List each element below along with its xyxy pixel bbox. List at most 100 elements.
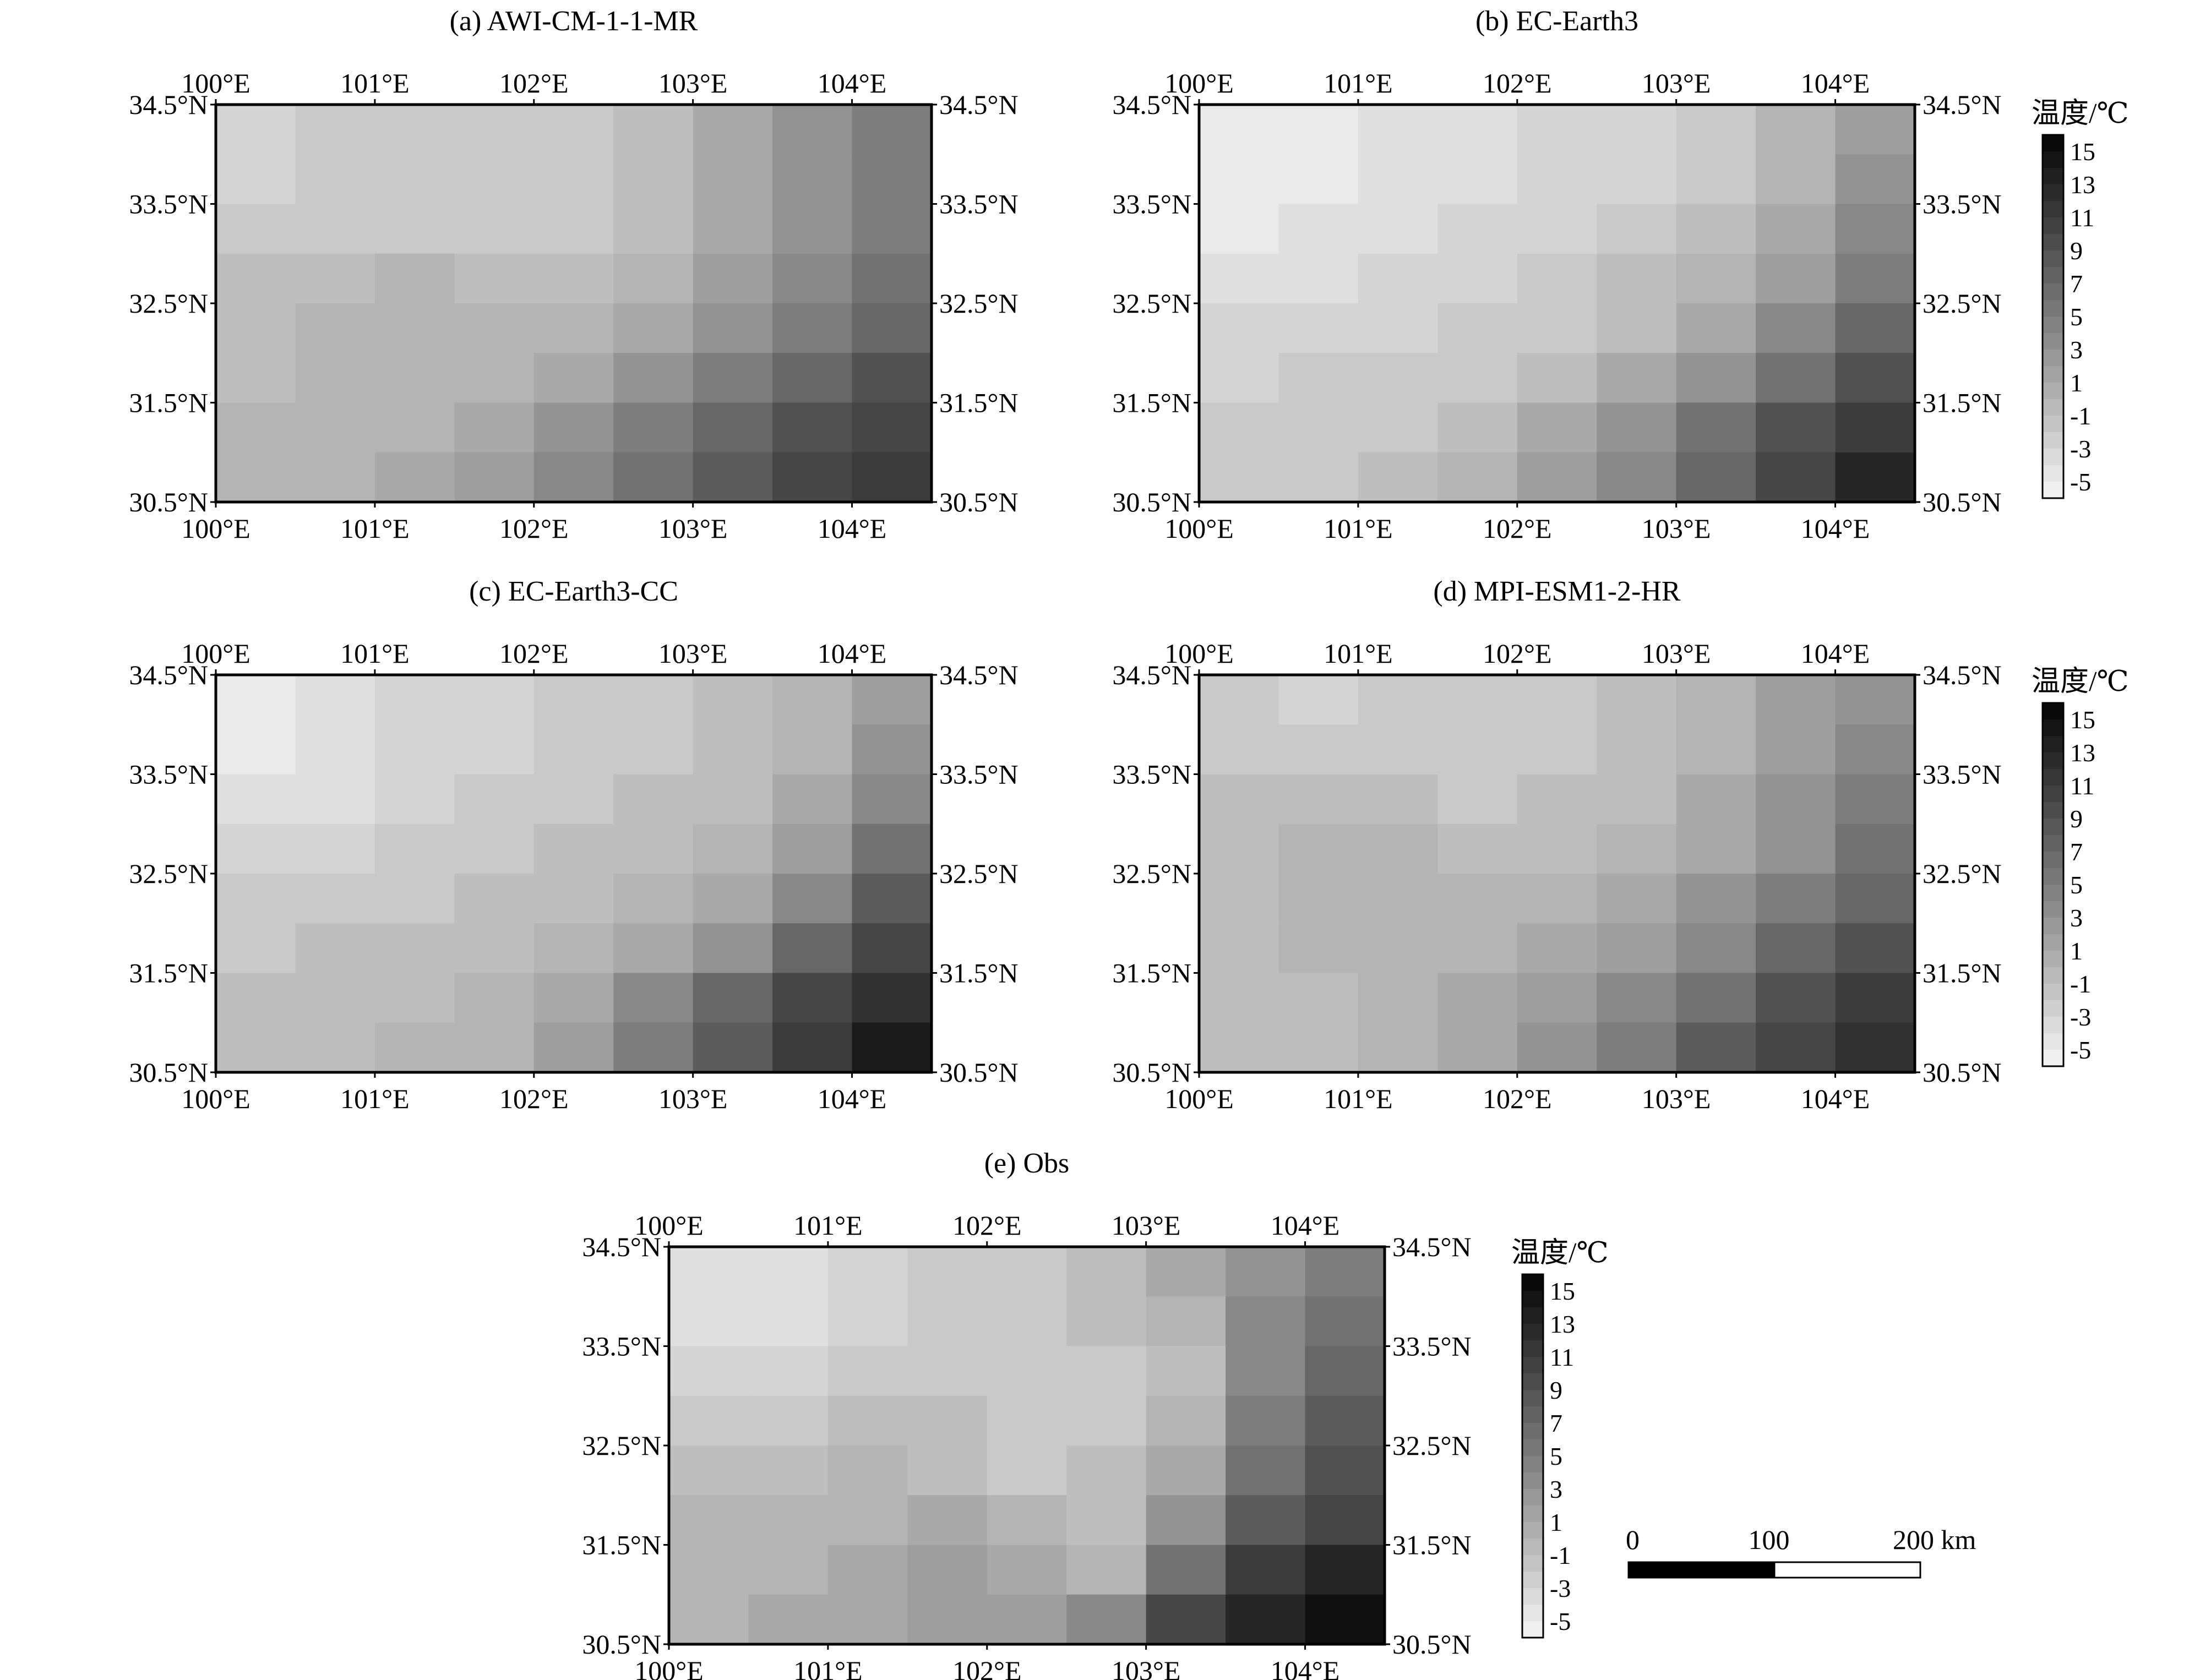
colorbar-label: 7 (2070, 838, 2083, 866)
lat-tick-label-right: 32.5°N (1923, 288, 2002, 319)
lon-tick-label-top: 100°E (634, 1210, 704, 1241)
colorbar-segment (2043, 333, 2063, 350)
lon-tick-label-bottom: 103°E (1642, 513, 1711, 544)
heatmap-cell (1146, 1446, 1226, 1496)
lon-tick-label-top: 102°E (1483, 68, 1552, 99)
lon-tick-label-top: 104°E (1801, 68, 1870, 99)
heatmap-cell (1437, 675, 1518, 725)
heatmap-cell (1835, 204, 1915, 254)
heatmap-cell (827, 1545, 908, 1595)
heatmap-cells (1199, 675, 1915, 1073)
lat-tick-label-right: 34.5°N (1392, 1231, 1472, 1262)
heatmap-cell (216, 353, 296, 403)
heatmap-cell (1756, 204, 1836, 254)
colorbar-label: 9 (2070, 237, 2083, 265)
heatmap-cell (1278, 204, 1359, 254)
heatmap-cell (613, 774, 694, 825)
heatmap-cell (1305, 1545, 1385, 1595)
lon-tick-label-top: 101°E (1324, 638, 1393, 669)
lat-tick-label-right: 33.5°N (939, 759, 1019, 790)
heatmap-cell (1517, 452, 1597, 503)
heatmap-cell (1146, 1247, 1226, 1297)
heatmap-cell (1226, 1495, 1306, 1546)
heatmap-cell (1278, 303, 1359, 353)
heatmap-cell (748, 1247, 829, 1297)
heatmap-cell (216, 452, 296, 503)
scale-bar-white-segment (1773, 1561, 1921, 1579)
heatmap-cell (1835, 402, 1915, 453)
heatmap-cell (1835, 675, 1915, 725)
heatmap-cell (1066, 1545, 1147, 1595)
heatmap-cell (613, 154, 694, 205)
heatmap-cell (1437, 724, 1518, 775)
heatmap-cell (1066, 1395, 1147, 1446)
heatmap-cell (852, 973, 932, 1023)
heatmap-cell (1597, 874, 1677, 924)
colorbar-segment (1522, 1506, 1543, 1523)
heatmap-cell (1305, 1395, 1385, 1446)
heatmap-cell (1199, 973, 1279, 1023)
heatmap-cell (1597, 204, 1677, 254)
heatmap-cell (533, 154, 614, 205)
heatmap-cell (669, 1247, 749, 1297)
heatmap-cell (987, 1346, 1067, 1397)
heatmap-cell (1278, 452, 1359, 503)
heatmap-cell (613, 303, 694, 353)
lat-tick-label-left: 33.5°N (582, 1331, 661, 1362)
colorbar-frame (2041, 134, 2065, 499)
lat-tick-label-right: 31.5°N (939, 958, 1019, 989)
heatmap-cell (852, 1022, 932, 1073)
colorbar-label: 13 (2070, 739, 2095, 767)
colorbar-segment (2043, 151, 2063, 168)
colorbar-segment (2043, 868, 2063, 885)
heatmap-cell (1835, 353, 1915, 403)
colorbar-label: -1 (2070, 402, 2091, 430)
heatmap-cells (216, 675, 932, 1073)
lat-tick-label-right: 30.5°N (1923, 1057, 2002, 1088)
colorbar-segment (1522, 1439, 1543, 1457)
colorbar-label: 7 (2070, 270, 2083, 298)
heatmap-cell (987, 1446, 1067, 1496)
colorbar-segment (2043, 752, 2063, 770)
heatmap-cell (907, 1395, 988, 1446)
heatmap-cell (533, 923, 614, 974)
colorbar-segment (2043, 399, 2063, 416)
colorbar-title: 温度/℃ (1511, 1237, 1609, 1269)
heatmap-cell (1517, 303, 1597, 353)
heatmap-cell (454, 1022, 535, 1073)
heatmap-cell (907, 1446, 988, 1496)
colorbar-label: 11 (2070, 772, 2094, 800)
colorbar-segment (2043, 383, 2063, 400)
heatmap-cell (669, 1395, 749, 1446)
heatmap-cell (1305, 1495, 1385, 1546)
heatmap-cell (1517, 402, 1597, 453)
colorbar-label: 5 (1550, 1442, 1562, 1470)
heatmap-cell (1278, 402, 1359, 453)
heatmap-cell (1756, 452, 1836, 503)
heatmap-cell (295, 724, 375, 775)
heatmap-cell (374, 1022, 455, 1073)
heatmap-cell (1676, 823, 1756, 874)
heatmap-cell (772, 774, 853, 825)
heatmap-cell (1199, 253, 1279, 304)
colorbar-label: 1 (1550, 1508, 1562, 1536)
heatmap-cell (772, 204, 853, 254)
heatmap-cell (1835, 105, 1915, 155)
heatmap-cell (1835, 154, 1915, 205)
heatmap-cell (827, 1495, 908, 1546)
colorbar-label: 11 (2070, 204, 2094, 232)
lat-tick-label-left: 34.5°N (129, 89, 208, 120)
scale-bar-frame (1627, 1561, 1921, 1579)
heatmap-cell (454, 452, 535, 503)
heatmap-cell (827, 1247, 908, 1297)
heatmap-cell (295, 452, 375, 503)
heatmap-cell (987, 1296, 1067, 1347)
colorbar-label: 15 (1550, 1277, 1575, 1305)
colorbar-segment (1522, 1291, 1543, 1308)
lat-tick-label-left: 32.5°N (1112, 288, 1191, 319)
heatmap-cell (454, 303, 535, 353)
colorbar-label: 13 (1550, 1310, 1575, 1338)
lon-tick-label-bottom: 102°E (952, 1655, 1022, 1680)
heatmap-cell (533, 823, 614, 874)
lat-tick-label-right: 32.5°N (939, 288, 1019, 319)
